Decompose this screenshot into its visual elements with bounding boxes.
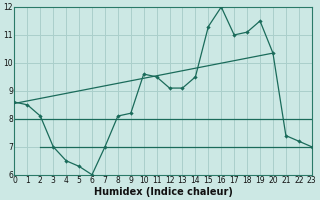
X-axis label: Humidex (Indice chaleur): Humidex (Indice chaleur) <box>94 187 233 197</box>
